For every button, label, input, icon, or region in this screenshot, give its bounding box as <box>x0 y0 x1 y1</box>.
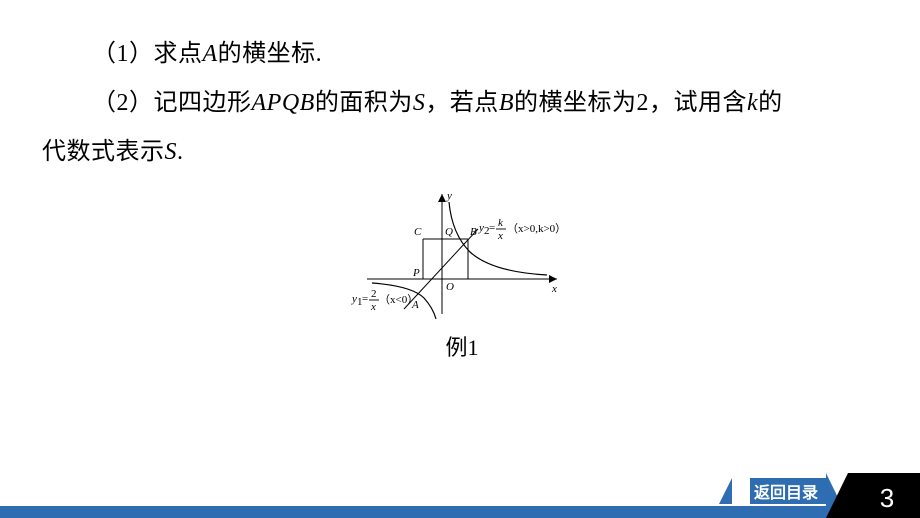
p2-var-b: B <box>499 90 514 116</box>
label-b: B <box>470 226 477 238</box>
back-link-triangle <box>719 478 732 504</box>
p2-mid1: 的面积为 <box>315 90 413 116</box>
y-arrow <box>438 194 446 202</box>
p3-prefix: 代数式表示 <box>42 139 165 165</box>
p1-prefix: （1）求点 <box>92 41 203 67</box>
p3-var-s: S <box>165 139 178 165</box>
y1-cond: （x<0） <box>379 293 418 306</box>
p2-var-s: S <box>413 90 426 116</box>
figure: y x C Q B P O A y 2 = k x （x>0,k>0） y 1 … <box>42 184 882 362</box>
p2-var-apqb: APQB <box>252 90 315 116</box>
back-to-toc-button[interactable]: 返回目录 <box>750 478 826 504</box>
figure-caption: 例1 <box>42 330 882 362</box>
y2-den: x <box>497 230 503 242</box>
label-c: C <box>414 226 422 238</box>
back-to-toc-label: 返回目录 <box>754 479 818 503</box>
p2-suffix: 的 <box>758 90 783 116</box>
p2-var-k: k <box>747 90 758 116</box>
label-q: Q <box>445 226 453 238</box>
function-graph: y x C Q B P O A y 2 = k x （x>0,k>0） y 1 … <box>312 184 612 324</box>
y2-cond: （x>0,k>0） <box>507 222 566 235</box>
p2-prefix: （2）记四边形 <box>92 90 252 116</box>
x-arrow <box>549 275 557 283</box>
p1-suffix: 的横坐标. <box>218 41 323 67</box>
label-x: x <box>551 283 557 295</box>
label-y: y <box>446 190 452 202</box>
text-content: （1）求点A的横坐标. （2）记四边形APQB的面积为S，若点B的横坐标为2，试… <box>42 30 882 362</box>
problem-part-2-line2: 代数式表示S. <box>42 128 882 177</box>
label-p: P <box>412 267 420 279</box>
p2-mid2: ，若点 <box>425 90 499 116</box>
page-badge-triangle <box>826 473 848 518</box>
p3-suffix: . <box>177 139 184 165</box>
y1-eq: = <box>362 293 368 305</box>
page-number: 3 <box>854 483 920 514</box>
p1-var-a: A <box>203 41 218 67</box>
slide: { "page": { "width": 920, "height": 518,… <box>0 0 920 518</box>
y2-num: k <box>498 217 504 229</box>
y1-den: x <box>370 301 376 313</box>
problem-part-2: （2）记四边形APQB的面积为S，若点B的横坐标为2，试用含k的 <box>42 79 882 128</box>
footer-blue-bar <box>0 506 848 518</box>
p2-mid3: 的横坐标为2，试用含 <box>514 90 747 116</box>
label-o: O <box>446 281 454 293</box>
y1-num: 2 <box>371 288 377 300</box>
problem-part-1: （1）求点A的横坐标. <box>42 30 882 79</box>
y2-eq: = <box>489 222 495 234</box>
